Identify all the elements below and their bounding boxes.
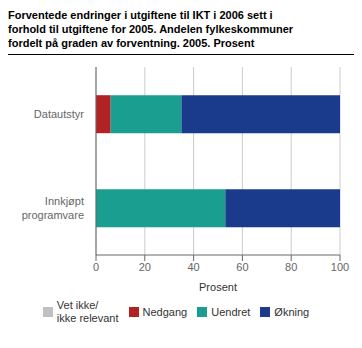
svg-text:40: 40 — [187, 261, 199, 273]
svg-text:0: 0 — [93, 261, 99, 273]
html-text:Vet ikke/ ikke relevant: Vet ikke/ ikke relevant — [56, 299, 119, 324]
svg-text:Datautstyr: Datautstyr — [34, 108, 84, 120]
html-text:Nedgang: Nedgang — [142, 305, 188, 318]
svg-text:60: 60 — [236, 261, 248, 273]
html-text:Forventede endringer i utgifte: Forventede endringer i utgiftene til IKT… — [8, 9, 293, 49]
svg-text:100: 100 — [331, 261, 349, 273]
html-text:Økning: Økning — [274, 305, 310, 318]
svg-text:Prosent: Prosent — [199, 281, 237, 293]
svg-text:80: 80 — [285, 261, 297, 273]
svg-text:20: 20 — [139, 261, 151, 273]
html-text:Uendret: Uendret — [211, 305, 251, 318]
svg-text:Innkjøptprogramvare: Innkjøptprogramvare — [22, 195, 84, 220]
